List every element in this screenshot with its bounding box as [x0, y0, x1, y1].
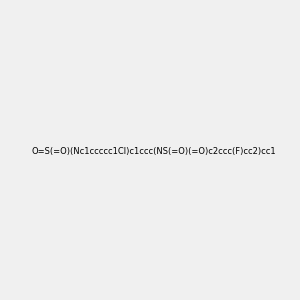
Text: O=S(=O)(Nc1ccccc1Cl)c1ccc(NS(=O)(=O)c2ccc(F)cc2)cc1: O=S(=O)(Nc1ccccc1Cl)c1ccc(NS(=O)(=O)c2cc…: [32, 147, 276, 156]
